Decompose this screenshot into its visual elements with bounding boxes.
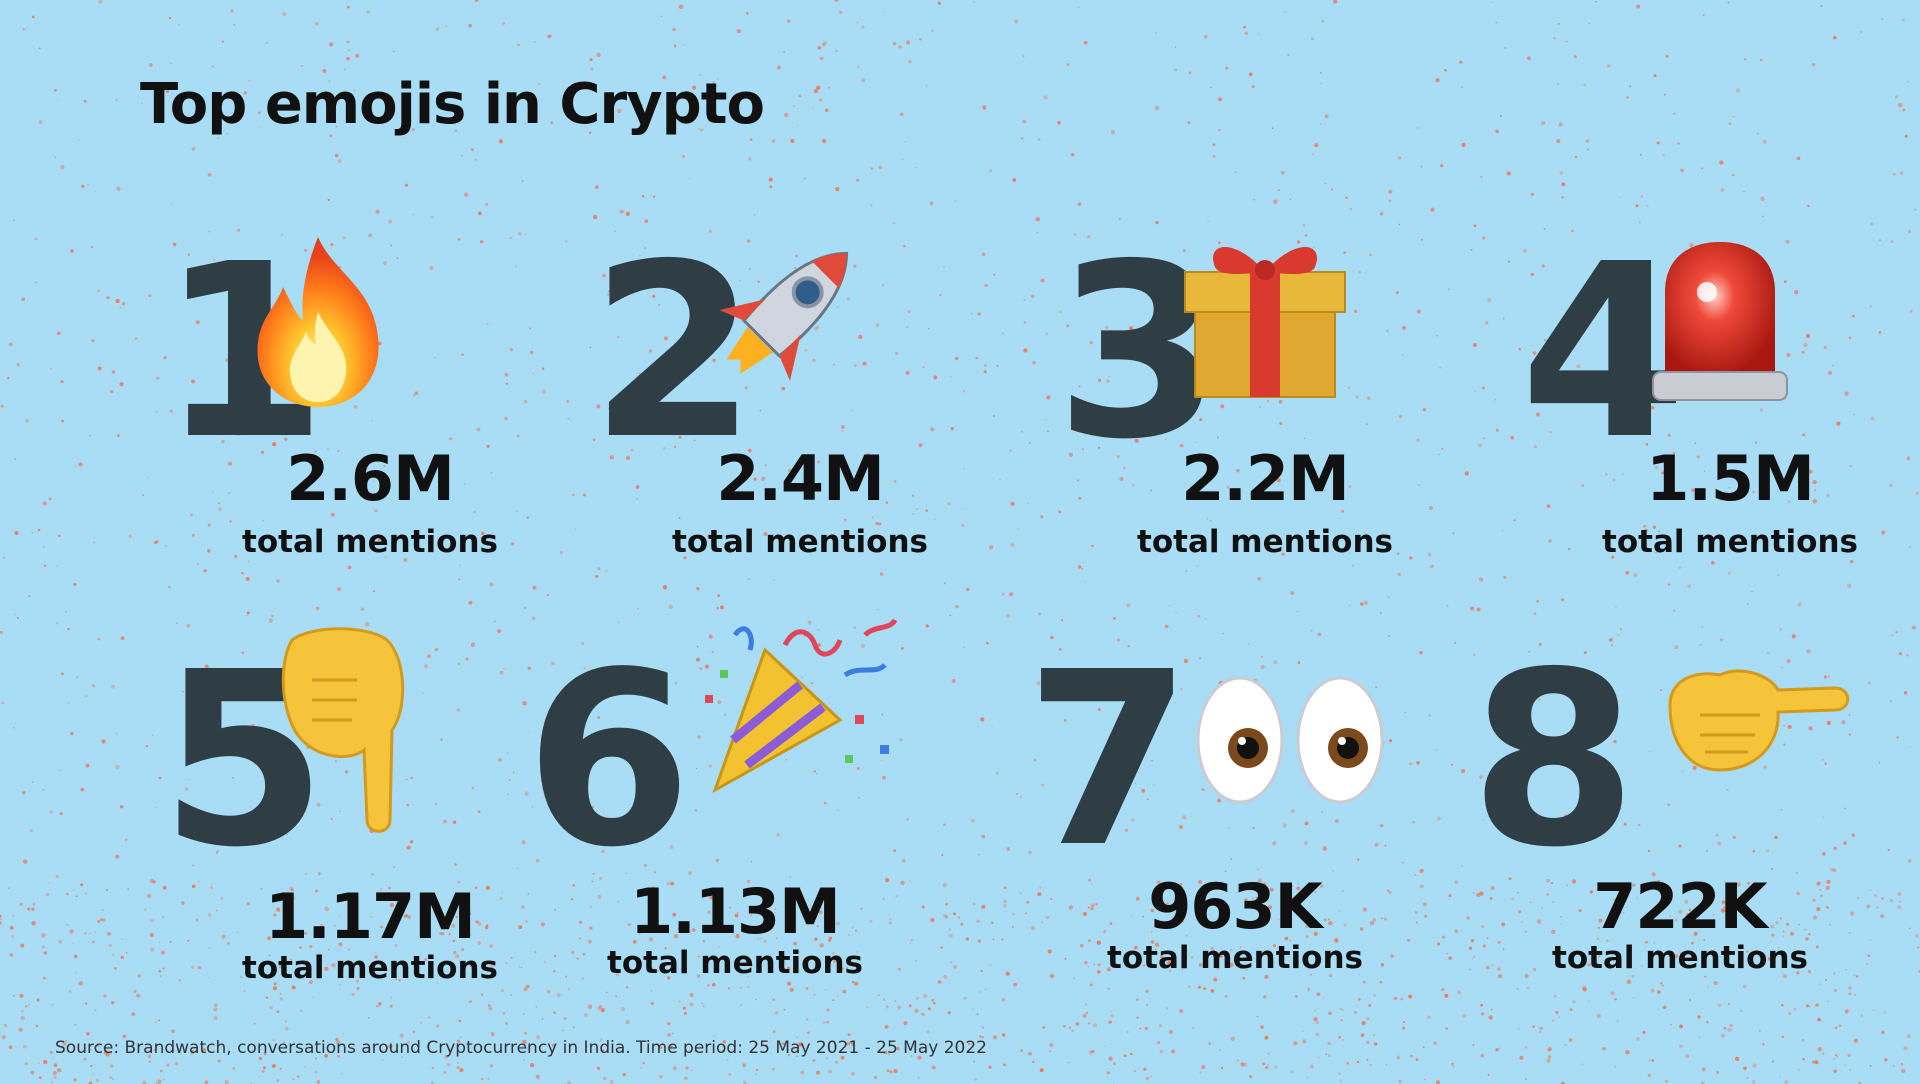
emoji-card-5: 5 1.17M total mentions <box>160 627 580 1030</box>
value-label: 2.6M <box>286 442 455 515</box>
rank-number: 2 <box>590 212 757 492</box>
pointing-down-hand-icon <box>281 627 405 833</box>
value-label: 2.2M <box>1181 442 1350 515</box>
pointing-right-hand-icon <box>1668 669 1850 772</box>
value-label: 1.13M <box>630 875 841 948</box>
emoji-card-4: 4 1.5M total mentions <box>1520 232 1920 622</box>
mentions-label: total mentions <box>242 950 498 986</box>
emoji-card-6: 6 1.13M total mentions <box>525 618 945 1030</box>
rocket-icon <box>719 251 849 381</box>
eyes-icon <box>1196 676 1384 804</box>
fire-icon <box>257 237 379 407</box>
rank-number: 8 <box>1470 620 1637 900</box>
emoji-card-3: 3 2.2M total mentions <box>1055 232 1475 622</box>
value-label: 2.4M <box>716 442 885 515</box>
emoji-card-7: 7 963K total mentions <box>1025 640 1445 1030</box>
mentions-label: total mentions <box>672 524 928 560</box>
value-label: 1.5M <box>1646 442 1815 515</box>
mentions-label: total mentions <box>242 524 498 560</box>
rank-number: 6 <box>525 620 692 900</box>
mentions-label: total mentions <box>1602 524 1858 560</box>
value-label: 1.17M <box>265 880 476 953</box>
chart-title: Top emojis in Crypto <box>140 72 765 137</box>
mentions-label: total mentions <box>1137 524 1393 560</box>
emoji-card-8: 8 722K total mentions <box>1470 640 1890 1030</box>
mentions-label: total mentions <box>607 945 863 981</box>
value-label: 963K <box>1148 870 1322 943</box>
source-note: Source: Brandwatch, conversations around… <box>55 1038 987 1058</box>
mentions-label: total mentions <box>1552 940 1808 976</box>
rank-number: 4 <box>1520 212 1687 492</box>
siren-light-icon <box>1652 242 1788 401</box>
emoji-card-1: 1 2.6M total mentions <box>160 232 580 622</box>
mentions-label: total mentions <box>1107 940 1363 976</box>
rank-number: 7 <box>1025 620 1192 900</box>
party-popper-icon <box>705 618 898 794</box>
value-label: 722K <box>1593 870 1767 943</box>
emoji-card-2: 2 2.4M total mentions <box>590 232 1010 622</box>
gift-icon <box>1184 247 1346 398</box>
